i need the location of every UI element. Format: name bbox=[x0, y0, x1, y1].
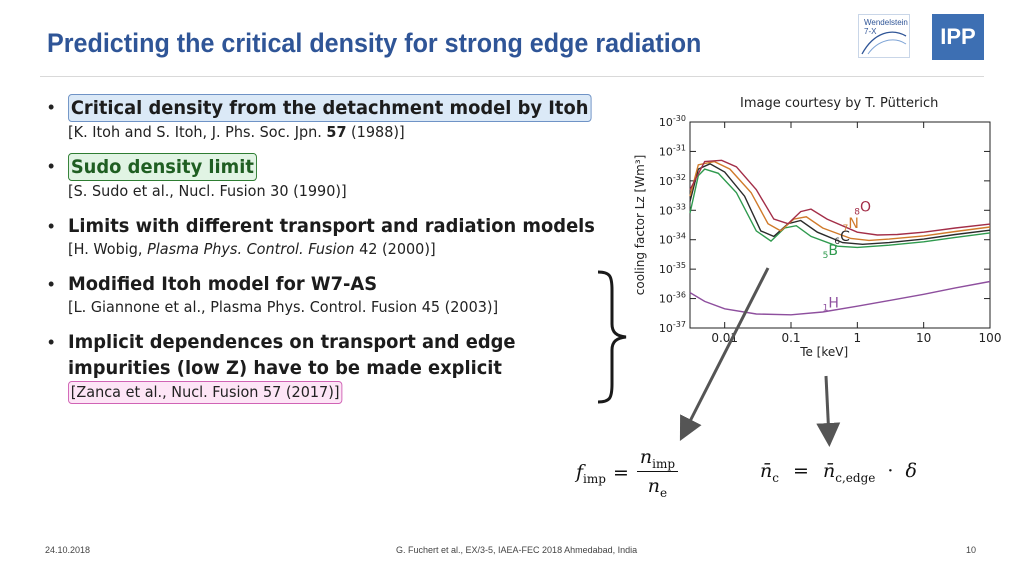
series-label-C: 6C bbox=[834, 229, 850, 247]
bullet-reference: [K. Itoh and S. Itoh, J. Phs. Soc. Jpn. … bbox=[68, 123, 405, 141]
y-axis-label: cooling factor Lz [Wm³] bbox=[633, 155, 647, 295]
footer-page-number: 10 bbox=[966, 545, 977, 555]
series-label-N: 7N bbox=[843, 216, 859, 234]
formula-fimp: fimp = nimp ne bbox=[575, 446, 679, 501]
ipp-logo: IPP bbox=[932, 14, 984, 60]
series-label-H: 1H bbox=[823, 295, 839, 313]
formula-nc: n̄c = n̄c,edge · δ bbox=[760, 460, 917, 485]
bullet-main-text-line2: impurities (low Z) have to be made expli… bbox=[68, 357, 502, 379]
w7x-logo-line2: 7-X bbox=[864, 27, 877, 36]
series-line-N bbox=[689, 160, 991, 242]
y-tick-label: 10-36 bbox=[659, 291, 686, 306]
bullet-sudo: • Sudo density limit [S. Sudo et al., Nu… bbox=[46, 153, 646, 202]
chart-frame bbox=[689, 121, 991, 329]
w7x-logo-line1: Wendelstein bbox=[864, 18, 908, 27]
series-label-B: 5B bbox=[823, 243, 838, 261]
x-tick-label: 0.1 bbox=[781, 331, 800, 345]
bullet-reference: [H. Wobig, Plasma Phys. Control. Fusion … bbox=[68, 240, 436, 258]
bullet-main-text-line1: Implicit dependences on transport and ed… bbox=[68, 331, 516, 353]
cooling-factor-chart: 10-30 10-31 10-32 10-33 10-34 10-35 10-36 10-37… bbox=[633, 114, 1002, 359]
bullet-wobig: • Limits with different transport and ra… bbox=[46, 213, 646, 260]
bullet-dot: • bbox=[48, 332, 55, 352]
footer-date: 24.10.2018 bbox=[45, 545, 91, 555]
x-tick-label: 1 bbox=[854, 331, 862, 345]
y-tick-label: 10-37 bbox=[659, 320, 686, 335]
title-divider bbox=[40, 76, 984, 77]
y-tick-label: 10-32 bbox=[659, 173, 686, 188]
bullet-reference: [Zanca et al., Nucl. Fusion 57 (2017)] bbox=[68, 381, 343, 404]
y-tick-label: 10-35 bbox=[659, 261, 686, 276]
arrow-to-fimp bbox=[679, 267, 770, 442]
y-tick-label: 10-31 bbox=[659, 143, 686, 158]
bullet-reference: [S. Sudo et al., Nucl. Fusion 30 (1990)] bbox=[68, 182, 347, 200]
bullet-list: • Critical density from the detachment m… bbox=[46, 94, 646, 404]
curly-brace bbox=[597, 270, 627, 404]
series-line-H bbox=[689, 280, 991, 316]
y-tick-label: 10-34 bbox=[659, 232, 686, 247]
bullet-itoh: • Critical density from the detachment m… bbox=[46, 94, 646, 143]
y-tick-label: 10-30 bbox=[659, 114, 686, 129]
bullet-main-text: Limits with different transport and radi… bbox=[68, 215, 595, 237]
y-tick-label: 10-33 bbox=[659, 202, 686, 217]
series-line-O bbox=[689, 159, 991, 236]
image-credit: Image courtesy by T. Pütterich bbox=[740, 96, 939, 111]
bullet-dot: • bbox=[48, 216, 55, 236]
arrow-to-nc bbox=[816, 375, 841, 447]
bullet-main-text: Modified Itoh model for W7-AS bbox=[68, 273, 378, 295]
bullet-main-text: Critical density from the detachment mod… bbox=[68, 94, 592, 122]
bullet-reference: [L. Giannone et al., Plasma Phys. Contro… bbox=[68, 298, 499, 316]
bullet-dot: • bbox=[48, 274, 55, 294]
bullet-giannone: • Modified Itoh model for W7-AS [L. Gian… bbox=[46, 271, 646, 318]
footer-citation: G. Fuchert et al., EX/3-5, IAEA-FEC 2018… bbox=[396, 545, 638, 555]
series-line-C bbox=[689, 163, 991, 246]
x-axis-label: Te [keV] bbox=[799, 345, 848, 359]
bullet-dot: • bbox=[48, 97, 55, 117]
wendelstein-7x-logo: Wendelstein 7-X bbox=[858, 14, 910, 58]
page-title: Predicting the critical density for stro… bbox=[47, 28, 702, 58]
x-tick-label: 100 bbox=[979, 331, 1002, 345]
ipp-logo-text: IPP bbox=[940, 24, 975, 49]
x-tick-label: 10 bbox=[916, 331, 931, 345]
bullet-dot: • bbox=[48, 156, 55, 176]
bullet-main-text: Sudo density limit bbox=[68, 153, 257, 181]
series-label-O: 8O bbox=[854, 200, 871, 218]
bullet-zanca: • Implicit dependences on transport and … bbox=[46, 329, 646, 404]
series-line-B bbox=[689, 168, 991, 249]
